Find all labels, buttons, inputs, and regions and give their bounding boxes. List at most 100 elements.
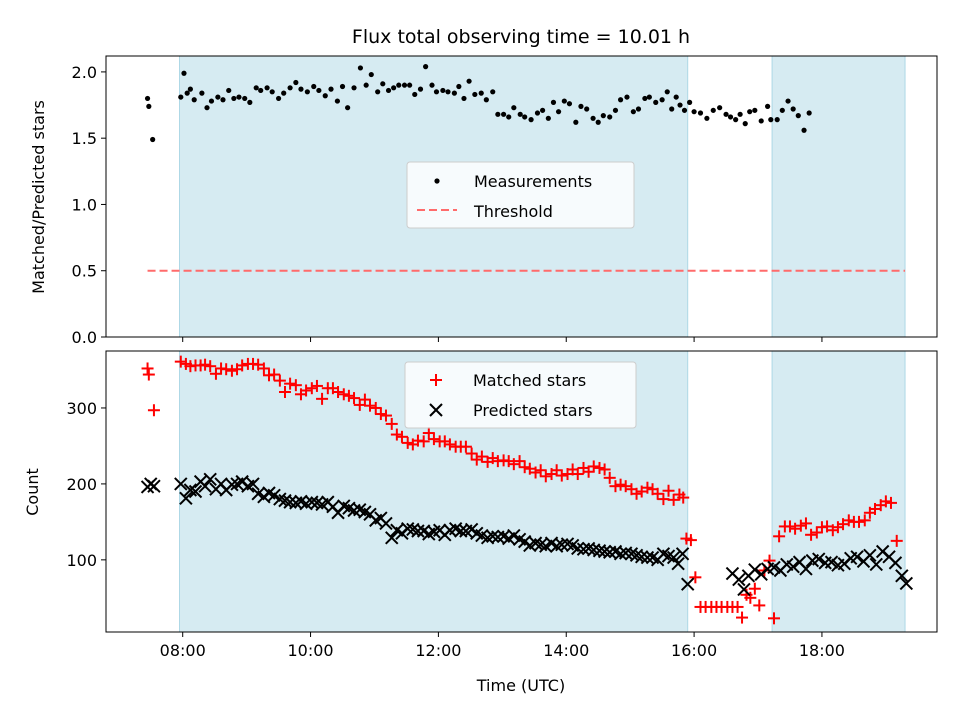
ratio-legend: Measurements Threshold — [406, 161, 635, 229]
matched-stars-point — [364, 399, 377, 412]
predicted-stars-point — [179, 491, 193, 506]
ratio-y-axis-label: Matched/Predicted stars — [29, 100, 48, 294]
predicted-stars-point — [486, 529, 500, 544]
measurement-point — [461, 95, 467, 102]
measurement-point — [617, 97, 624, 103]
measurement-point — [357, 65, 364, 71]
measurement-point — [466, 78, 472, 84]
matched-stars-point — [236, 359, 249, 372]
measurement-point — [412, 91, 418, 98]
measurement-point — [391, 85, 397, 91]
matched-stars-point — [799, 517, 812, 530]
measurement-point — [545, 115, 551, 121]
predicted-stars-point — [174, 477, 188, 491]
measurement-point — [747, 109, 753, 115]
ratio-y-tick-label: 1.5 — [72, 129, 97, 148]
predicted-stars-point — [147, 479, 161, 493]
matched-stars-point — [284, 377, 297, 390]
measurement-point — [495, 111, 501, 117]
measurement-point — [490, 89, 496, 95]
predicted-stars-point — [555, 537, 569, 552]
predicted-stars-point — [587, 543, 601, 557]
measurement-point — [184, 90, 190, 96]
measurement-point — [269, 89, 275, 95]
predicted-stars-point — [748, 563, 762, 577]
matched-stars-point — [550, 464, 563, 477]
measurement-point — [710, 107, 716, 113]
matched-stars-point — [858, 514, 871, 527]
measurement-point — [578, 103, 584, 109]
matched-stars-point — [465, 447, 478, 460]
measurement-point — [681, 107, 688, 113]
measurement-point — [733, 117, 739, 123]
x-tick-label: 14:00 — [543, 641, 589, 660]
measurement-point — [522, 114, 528, 120]
matched-stars-point — [555, 469, 568, 482]
matched-stars-point — [257, 362, 270, 375]
measurement-point — [704, 115, 710, 121]
measurement-point — [737, 111, 743, 117]
measurements-legend-marker — [434, 178, 440, 184]
matched-stars-point — [884, 496, 897, 509]
matched-stars-point — [385, 417, 398, 430]
count-y-tick-label: 100 — [66, 551, 97, 570]
matched-stars-point — [753, 599, 766, 612]
predicted-stars-point — [491, 530, 505, 544]
matched-stars-point — [369, 401, 382, 414]
predicted-stars-point — [869, 557, 883, 572]
matched-stars-point — [736, 611, 749, 624]
matched-stars-point — [587, 460, 600, 473]
count-y-tick-label: 300 — [66, 399, 97, 418]
predicted-stars-point — [597, 544, 612, 559]
ratio-legend-box — [406, 161, 635, 229]
count-observing-window-band — [772, 351, 906, 632]
measurement-point — [187, 86, 193, 92]
predicted-stars-point — [613, 547, 628, 561]
predicted-stars-point — [454, 524, 468, 538]
matched-stars-point — [475, 450, 488, 463]
predicted-stars-point — [385, 531, 399, 545]
measurement-point — [298, 86, 304, 92]
measurement-point — [539, 107, 546, 113]
measurement-point — [801, 127, 807, 133]
matched-stars-point — [529, 466, 542, 479]
measurement-point — [144, 95, 151, 102]
measurement-point — [635, 106, 642, 112]
matched-stars-point — [278, 386, 291, 399]
matched-stars-point — [593, 461, 606, 474]
matched-stars-point — [641, 481, 654, 494]
matched-stars-point — [539, 470, 552, 483]
predicted-stars-point — [411, 524, 425, 538]
measurement-point — [150, 136, 156, 143]
predicted-stars-point — [895, 569, 909, 583]
predicted-stars-point — [401, 522, 415, 536]
measurement-point — [573, 119, 579, 125]
measurement-point — [642, 95, 648, 102]
measurement-point — [456, 83, 462, 90]
ratio-y-tick-label: 0.0 — [72, 328, 97, 347]
predicted-stars-point — [634, 550, 649, 564]
matched-stars-point — [763, 554, 776, 567]
matched-stars-point — [744, 591, 757, 604]
matched-stars-point — [268, 368, 281, 381]
measurement-point — [417, 86, 424, 92]
predicted-stars-point — [267, 488, 281, 503]
matched-stars-point — [513, 455, 526, 468]
matched-stars-legend-marker — [430, 374, 442, 386]
matched-stars-point — [147, 404, 160, 417]
count-y-tick-label: 200 — [66, 475, 97, 494]
matched-stars-point — [603, 471, 616, 484]
matched-stars-point — [209, 367, 222, 380]
measurement-point — [723, 111, 729, 117]
threshold-legend-label: Threshold — [473, 202, 553, 221]
matched-stars-point — [657, 493, 670, 506]
predicted-stars-point — [888, 556, 903, 570]
matched-stars-point — [609, 480, 622, 493]
matched-stars-point — [374, 408, 387, 421]
measurement-point — [220, 97, 226, 103]
matched-stars-point — [174, 355, 187, 368]
measurement-point — [483, 97, 489, 103]
predicted-stars-legend-marker — [429, 403, 443, 417]
matched-stars-point — [395, 430, 408, 443]
